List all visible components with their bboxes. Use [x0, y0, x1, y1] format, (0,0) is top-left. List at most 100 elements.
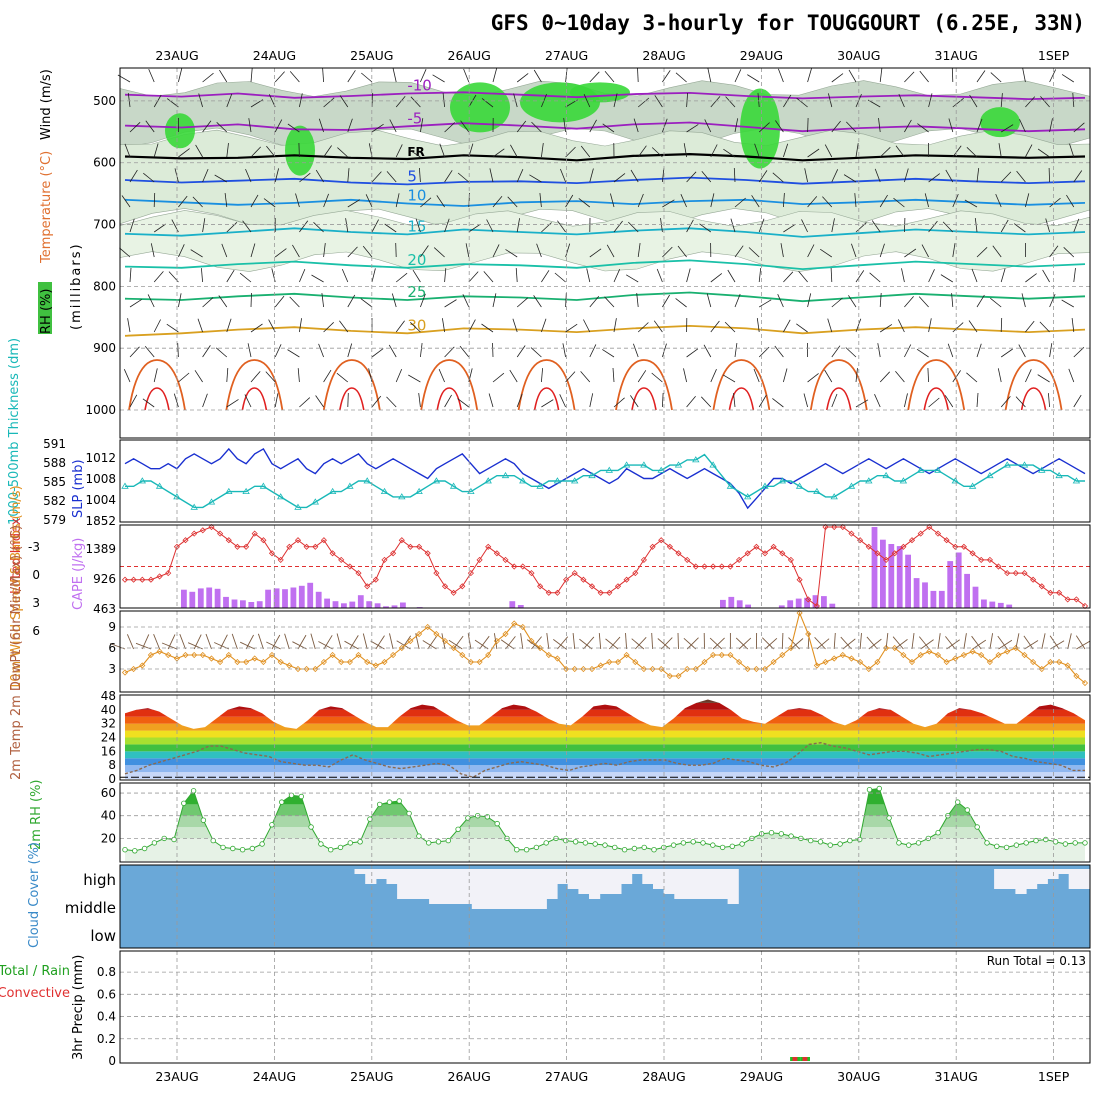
wind-speed-marker [225, 651, 232, 659]
wind-barb [747, 74, 760, 83]
wind-barb [855, 270, 865, 283]
wind-barb [1025, 193, 1030, 208]
thickness-tick-label: 582 [43, 494, 66, 508]
wind-barb [997, 368, 1002, 383]
wind-barb [1015, 396, 1026, 408]
wind-barb [1045, 218, 1050, 233]
wind-barb [966, 372, 978, 383]
wind-barb [904, 344, 912, 358]
wind-barb [1025, 369, 1032, 383]
wind-barb [976, 168, 980, 183]
cloud-clear-cell [418, 869, 430, 899]
wind-barb [129, 218, 135, 233]
rh-marker [269, 822, 275, 828]
cloud-clear-cell [578, 869, 590, 894]
wind-barb [804, 168, 808, 183]
cape-bar [778, 605, 785, 608]
cloud-clear-cell [994, 869, 1006, 889]
wind-barb [274, 248, 287, 258]
wind-barb [265, 371, 276, 383]
wind-barb [299, 220, 309, 233]
lifted-index-marker [467, 570, 474, 577]
rh-marker [357, 839, 363, 845]
precip-tick-label: 0 [108, 1054, 116, 1068]
rh-marker [974, 824, 980, 830]
wind-barb [1049, 69, 1057, 83]
wind-barb [420, 343, 423, 358]
cape-bar [324, 598, 330, 608]
rh-marker [602, 842, 608, 848]
wind-barb [928, 318, 932, 333]
wind-barb-10m [945, 636, 956, 650]
wind-speed-marker [182, 651, 189, 659]
wind-barb [507, 196, 518, 208]
cape-tick-label: 1389 [85, 542, 116, 556]
rh-marker [426, 840, 432, 846]
lifted-index-marker [130, 576, 137, 583]
wind-barb [734, 197, 746, 208]
wind-barb [662, 343, 667, 358]
rh-marker [837, 841, 843, 847]
lifted-index-marker [701, 563, 708, 570]
rh-marker [612, 844, 618, 851]
rh-marker [494, 820, 500, 827]
wind-barb [1072, 92, 1075, 108]
lifted-index-axis-label: Lifted Index [9, 517, 24, 594]
cape-bar [231, 599, 238, 608]
wind-barb [266, 145, 276, 158]
wind-barb [976, 70, 986, 83]
cloud-row-label: middle [65, 899, 116, 917]
rh-marker [906, 842, 912, 848]
rh-marker [416, 833, 422, 839]
wind-barb [919, 70, 929, 83]
wind-speed-marker [658, 665, 665, 673]
cape-bar [880, 539, 886, 608]
wind-barb [492, 244, 500, 258]
wind-barb [874, 394, 881, 408]
wind-barb-10m [971, 635, 982, 650]
lifted-index-marker [372, 576, 379, 583]
wind-barb [1025, 96, 1036, 108]
wind-barb-10m [918, 636, 930, 650]
cape-tick-label: 463 [93, 602, 116, 616]
cape-bar [930, 590, 937, 608]
wind-barb [848, 69, 857, 83]
wind-barb [459, 345, 470, 358]
cloud-clear-cell [1068, 869, 1080, 889]
wind-barb [780, 243, 784, 258]
wind-barb [843, 174, 857, 183]
wind-barb [831, 393, 838, 408]
cloud-row-label: low [90, 927, 116, 945]
wind-barb-10m [526, 639, 541, 650]
wind-barb-10m [572, 633, 576, 650]
lifted-index-marker [1073, 596, 1080, 603]
temperature-band [125, 765, 1085, 773]
wind-barb-10m [1024, 640, 1039, 650]
wind-speed-marker [511, 620, 518, 627]
wind-barb [347, 118, 353, 133]
wind-barb [420, 293, 426, 308]
wind-barb-10m [1067, 633, 1072, 650]
date-label-bottom: 1SEP [1038, 1069, 1070, 1084]
wind-barb-10m [911, 633, 915, 650]
wind-speed-marker [580, 665, 587, 673]
wind-barb [879, 324, 893, 333]
wind-barb [662, 246, 673, 258]
cloud-clear-cell [450, 869, 462, 904]
wind-speed-marker [805, 630, 812, 638]
wind-barb-10m [531, 636, 542, 650]
wind-barb [1066, 194, 1075, 208]
wind-barbs [117, 67, 1085, 408]
rh-marker [964, 807, 971, 813]
wind-barb-10m [284, 633, 290, 650]
cape-bar [383, 606, 389, 608]
lifted-index-marker [398, 537, 405, 544]
wind-barb [444, 299, 457, 308]
wind-barb [637, 97, 650, 108]
rh-marker [700, 840, 706, 846]
wind-barb [758, 170, 768, 183]
wind-barb [121, 195, 131, 208]
wind-barb [879, 194, 888, 208]
rh-marker [308, 824, 314, 830]
